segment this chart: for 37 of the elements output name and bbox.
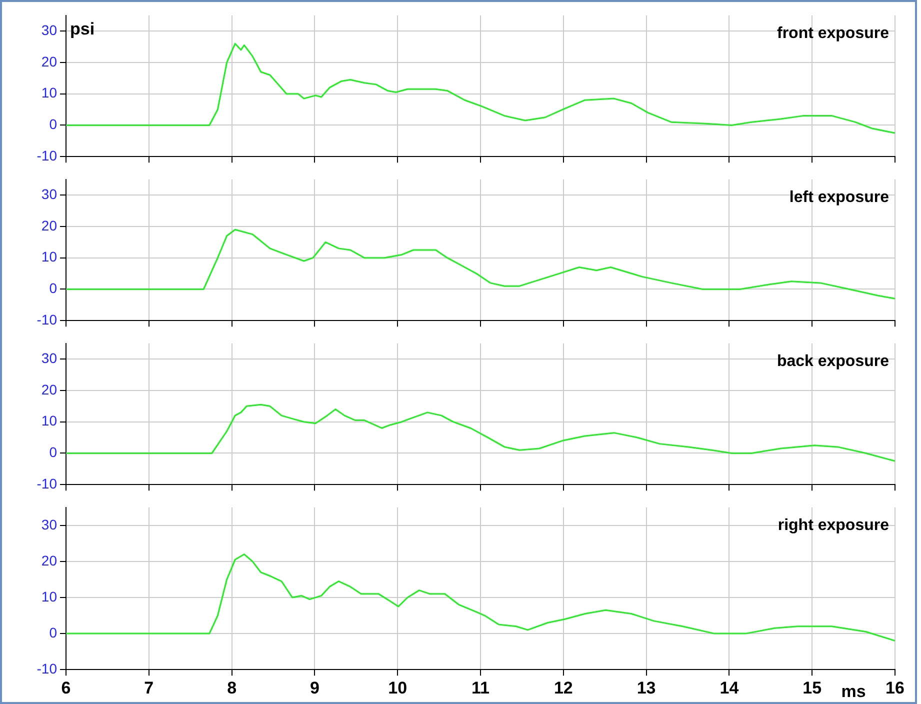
y-tick-label: 0	[49, 280, 58, 296]
x-tick-label: 11	[472, 678, 490, 698]
y-tick-label: 0	[49, 624, 58, 640]
x-tick-label: 9	[310, 678, 320, 698]
annotation: front exposure	[776, 24, 890, 42]
x-tick-label: 14	[720, 678, 740, 698]
x-tick-label: 10	[388, 678, 408, 698]
y-tick-label: 10	[41, 248, 58, 265]
annotation: back exposure	[776, 352, 890, 370]
y-tick-label: 10	[41, 84, 58, 101]
y-tick-label: 30	[41, 350, 58, 366]
y-tick-label: 30	[41, 516, 58, 532]
x-tick-label: 12	[554, 678, 573, 698]
y-tick-label: 30	[41, 186, 58, 202]
annotation: left exposure	[789, 188, 890, 206]
y-tick-label: 30	[41, 22, 58, 38]
y-tick-label: -10	[36, 311, 58, 328]
y-tick-label: -10	[36, 660, 58, 676]
y-tick-label: 0	[49, 116, 58, 132]
y-axis-title: psi	[70, 20, 95, 39]
x-tick-label: 7	[144, 678, 154, 698]
x-tick-label: 16	[886, 678, 904, 698]
y-tick-label: -10	[36, 147, 58, 164]
annotation: right exposure	[778, 516, 890, 534]
x-tick-label: 6	[61, 678, 71, 698]
x-axis-title: ms	[841, 682, 866, 701]
y-tick-label: 20	[41, 53, 58, 70]
x-tick-label: 13	[636, 678, 656, 698]
y-tick-label: 10	[41, 588, 58, 604]
y-tick-label: 10	[41, 412, 58, 429]
y-tick-label: 20	[41, 552, 58, 568]
x-tick-label: 15	[802, 678, 822, 698]
x-tick-label: 8	[227, 678, 237, 698]
y-tick-label: 20	[41, 381, 58, 398]
y-tick-label: 20	[41, 217, 58, 234]
y-tick-label: 0	[49, 444, 58, 460]
y-tick-label: -10	[36, 475, 58, 492]
